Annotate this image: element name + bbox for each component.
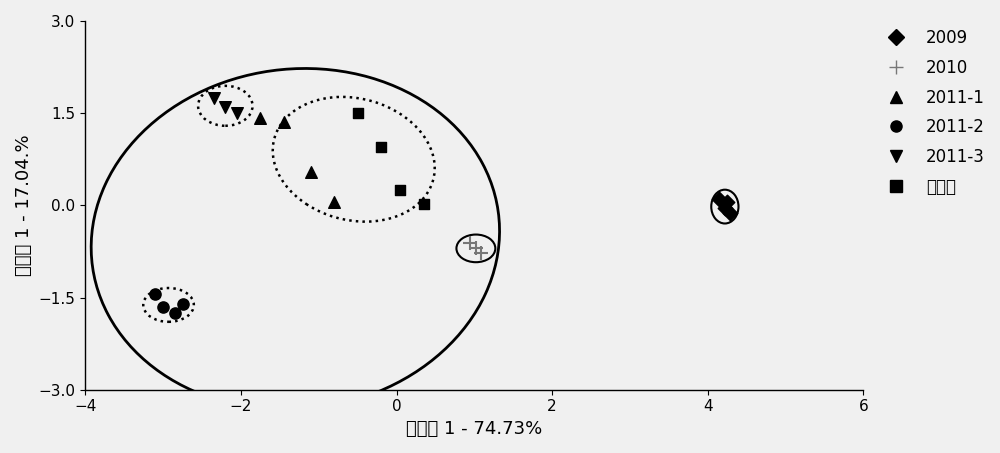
Point	[468, 245, 484, 252]
Point	[711, 196, 727, 203]
Point	[722, 209, 738, 217]
Point	[473, 250, 489, 257]
Point	[229, 110, 245, 117]
Point	[717, 205, 733, 212]
Point	[373, 143, 389, 150]
Point	[350, 110, 366, 117]
X-axis label: 主成分 1 - 74.73%: 主成分 1 - 74.73%	[406, 420, 542, 438]
Point	[167, 309, 183, 317]
Point	[175, 300, 191, 307]
Point	[462, 240, 478, 247]
Point	[719, 199, 735, 206]
Point	[416, 201, 432, 208]
Point	[276, 119, 292, 126]
Point	[206, 94, 222, 101]
Point	[303, 168, 319, 175]
Y-axis label: 主成分 1 - 17.04.%: 主成分 1 - 17.04.%	[15, 135, 33, 276]
Point	[326, 199, 342, 206]
Point	[155, 303, 171, 310]
Point	[217, 103, 233, 111]
Point	[392, 186, 408, 193]
Point	[147, 291, 163, 298]
Legend: 2009, 2010, 2011-1, 2011-2, 2011-3, 待测样: 2009, 2010, 2011-1, 2011-2, 2011-3, 待测样	[879, 29, 985, 196]
Point	[252, 115, 268, 122]
